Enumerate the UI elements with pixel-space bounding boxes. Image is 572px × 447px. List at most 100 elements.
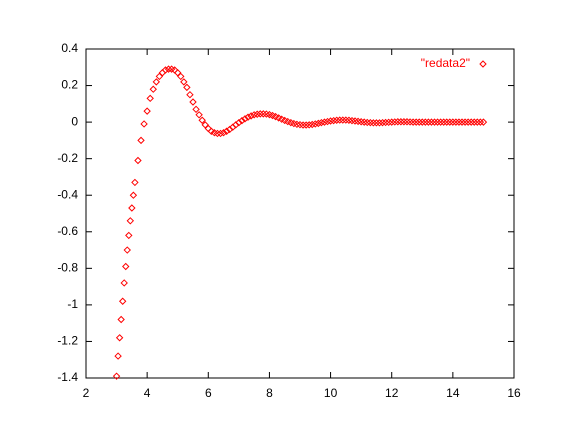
data-point: [436, 118, 445, 126]
data-point: [192, 105, 200, 114]
data-point: [253, 110, 261, 118]
data-point: [232, 121, 240, 129]
data-point: [342, 116, 350, 124]
data-point: [378, 118, 387, 127]
data-point: [112, 372, 121, 380]
data-point: [146, 94, 154, 103]
data-point: [225, 125, 234, 134]
data-point: [332, 116, 341, 124]
data-point: [369, 119, 378, 127]
data-point: [134, 156, 142, 165]
data-point: [363, 118, 371, 127]
data-point: [305, 121, 313, 129]
data-point: [235, 118, 243, 127]
data-point: [198, 116, 206, 124]
data-point: [281, 116, 289, 125]
data-point: [268, 111, 277, 120]
data-point: [384, 118, 393, 127]
y-tick-label: 0.4: [61, 41, 78, 55]
legend-label: "redata2": [421, 56, 470, 70]
data-point: [123, 246, 131, 254]
y-tick-label: -0.6: [57, 224, 78, 238]
data-point: [476, 118, 485, 126]
data-point: [375, 119, 384, 127]
data-point: [443, 118, 451, 126]
data-point: [122, 262, 130, 271]
data-point: [155, 72, 164, 81]
data-point: [458, 118, 466, 126]
data-point: [452, 118, 460, 126]
data-point: [189, 98, 197, 106]
data-point: [372, 119, 381, 127]
data-point: [277, 115, 286, 123]
data-point: [244, 113, 252, 121]
data-point: [271, 112, 280, 121]
data-point: [406, 118, 414, 126]
data-point: [427, 118, 436, 126]
data-point: [250, 111, 258, 119]
x-tick-label: 4: [144, 386, 151, 400]
data-point: [449, 118, 457, 126]
data-point: [186, 90, 194, 99]
data-point: [302, 121, 310, 129]
data-point: [241, 115, 249, 123]
y-tick-label: -1.2: [57, 334, 78, 348]
data-point: [180, 78, 188, 86]
data-point: [287, 118, 295, 127]
data-point: [461, 118, 469, 126]
data-point: [247, 112, 255, 120]
data-point: [216, 129, 225, 138]
data-point: [174, 69, 182, 77]
data-point: [125, 231, 133, 240]
data-point: [412, 118, 420, 126]
data-point: [439, 118, 448, 126]
y-tick-label: -0.4: [57, 187, 78, 201]
data-point: [238, 116, 246, 125]
data-point: [219, 129, 228, 137]
data-point: [195, 111, 203, 119]
data-point: [415, 118, 423, 126]
data-point: [464, 118, 472, 126]
y-tick-label: -1.4: [57, 370, 78, 384]
data-point: [311, 120, 319, 128]
data-point: [473, 118, 482, 126]
data-point: [161, 66, 170, 74]
data-point: [143, 107, 151, 115]
legend-marker: [479, 60, 487, 68]
data-point: [400, 118, 408, 126]
y-tick-label: -0.8: [57, 261, 78, 275]
data-point: [256, 110, 264, 118]
data-point: [424, 118, 433, 126]
data-point: [339, 116, 347, 124]
data-point: [446, 118, 454, 126]
data-point: [222, 127, 231, 135]
data-point: [326, 117, 335, 125]
data-point: [430, 118, 439, 126]
data-point: [118, 297, 127, 305]
data-point: [394, 118, 402, 126]
x-tick-label: 12: [385, 386, 399, 400]
data-point: [470, 118, 478, 126]
data-point: [329, 116, 338, 125]
data-point: [128, 204, 136, 212]
data-point: [201, 121, 209, 129]
data-point: [433, 118, 442, 126]
data-point: [131, 178, 139, 187]
data-point: [317, 118, 326, 127]
data-point: [421, 118, 430, 126]
data-point: [129, 191, 138, 199]
x-tick-label: 2: [83, 386, 90, 400]
data-point: [388, 118, 396, 126]
data-point: [137, 136, 145, 145]
data-point: [284, 117, 292, 126]
plot-border: [85, 48, 515, 379]
data-point: [403, 118, 411, 126]
data-point: [183, 83, 191, 92]
data-point: [467, 118, 475, 126]
data-point: [409, 118, 417, 126]
data-point: [140, 120, 148, 128]
data-point: [455, 118, 463, 126]
data-point: [381, 118, 390, 127]
data-point: [479, 118, 488, 126]
data-point: [397, 118, 405, 126]
